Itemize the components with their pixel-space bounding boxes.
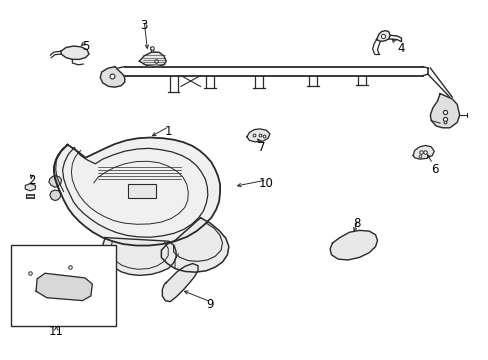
Polygon shape [50, 190, 61, 201]
Polygon shape [102, 238, 176, 275]
Polygon shape [162, 264, 198, 302]
Text: 9: 9 [206, 298, 214, 311]
Text: 11: 11 [49, 325, 63, 338]
Text: 7: 7 [257, 141, 265, 154]
Text: 10: 10 [259, 177, 273, 190]
Polygon shape [25, 184, 35, 191]
Text: 3: 3 [140, 19, 148, 32]
Bar [11, 245, 116, 326]
Text: 6: 6 [430, 163, 438, 176]
Polygon shape [429, 94, 459, 128]
Text: 8: 8 [352, 217, 360, 230]
Polygon shape [100, 67, 124, 87]
Polygon shape [246, 129, 269, 142]
Text: 5: 5 [81, 40, 89, 53]
Text: 4: 4 [396, 42, 404, 55]
Polygon shape [329, 230, 377, 260]
Polygon shape [139, 52, 166, 67]
Polygon shape [61, 46, 89, 59]
Polygon shape [49, 176, 61, 187]
Polygon shape [376, 31, 389, 41]
Polygon shape [54, 138, 220, 246]
Polygon shape [412, 145, 433, 159]
Text: 1: 1 [164, 125, 172, 138]
Bar [128, 184, 156, 198]
Polygon shape [161, 218, 228, 272]
Polygon shape [36, 273, 92, 301]
Text: 2: 2 [28, 174, 36, 186]
